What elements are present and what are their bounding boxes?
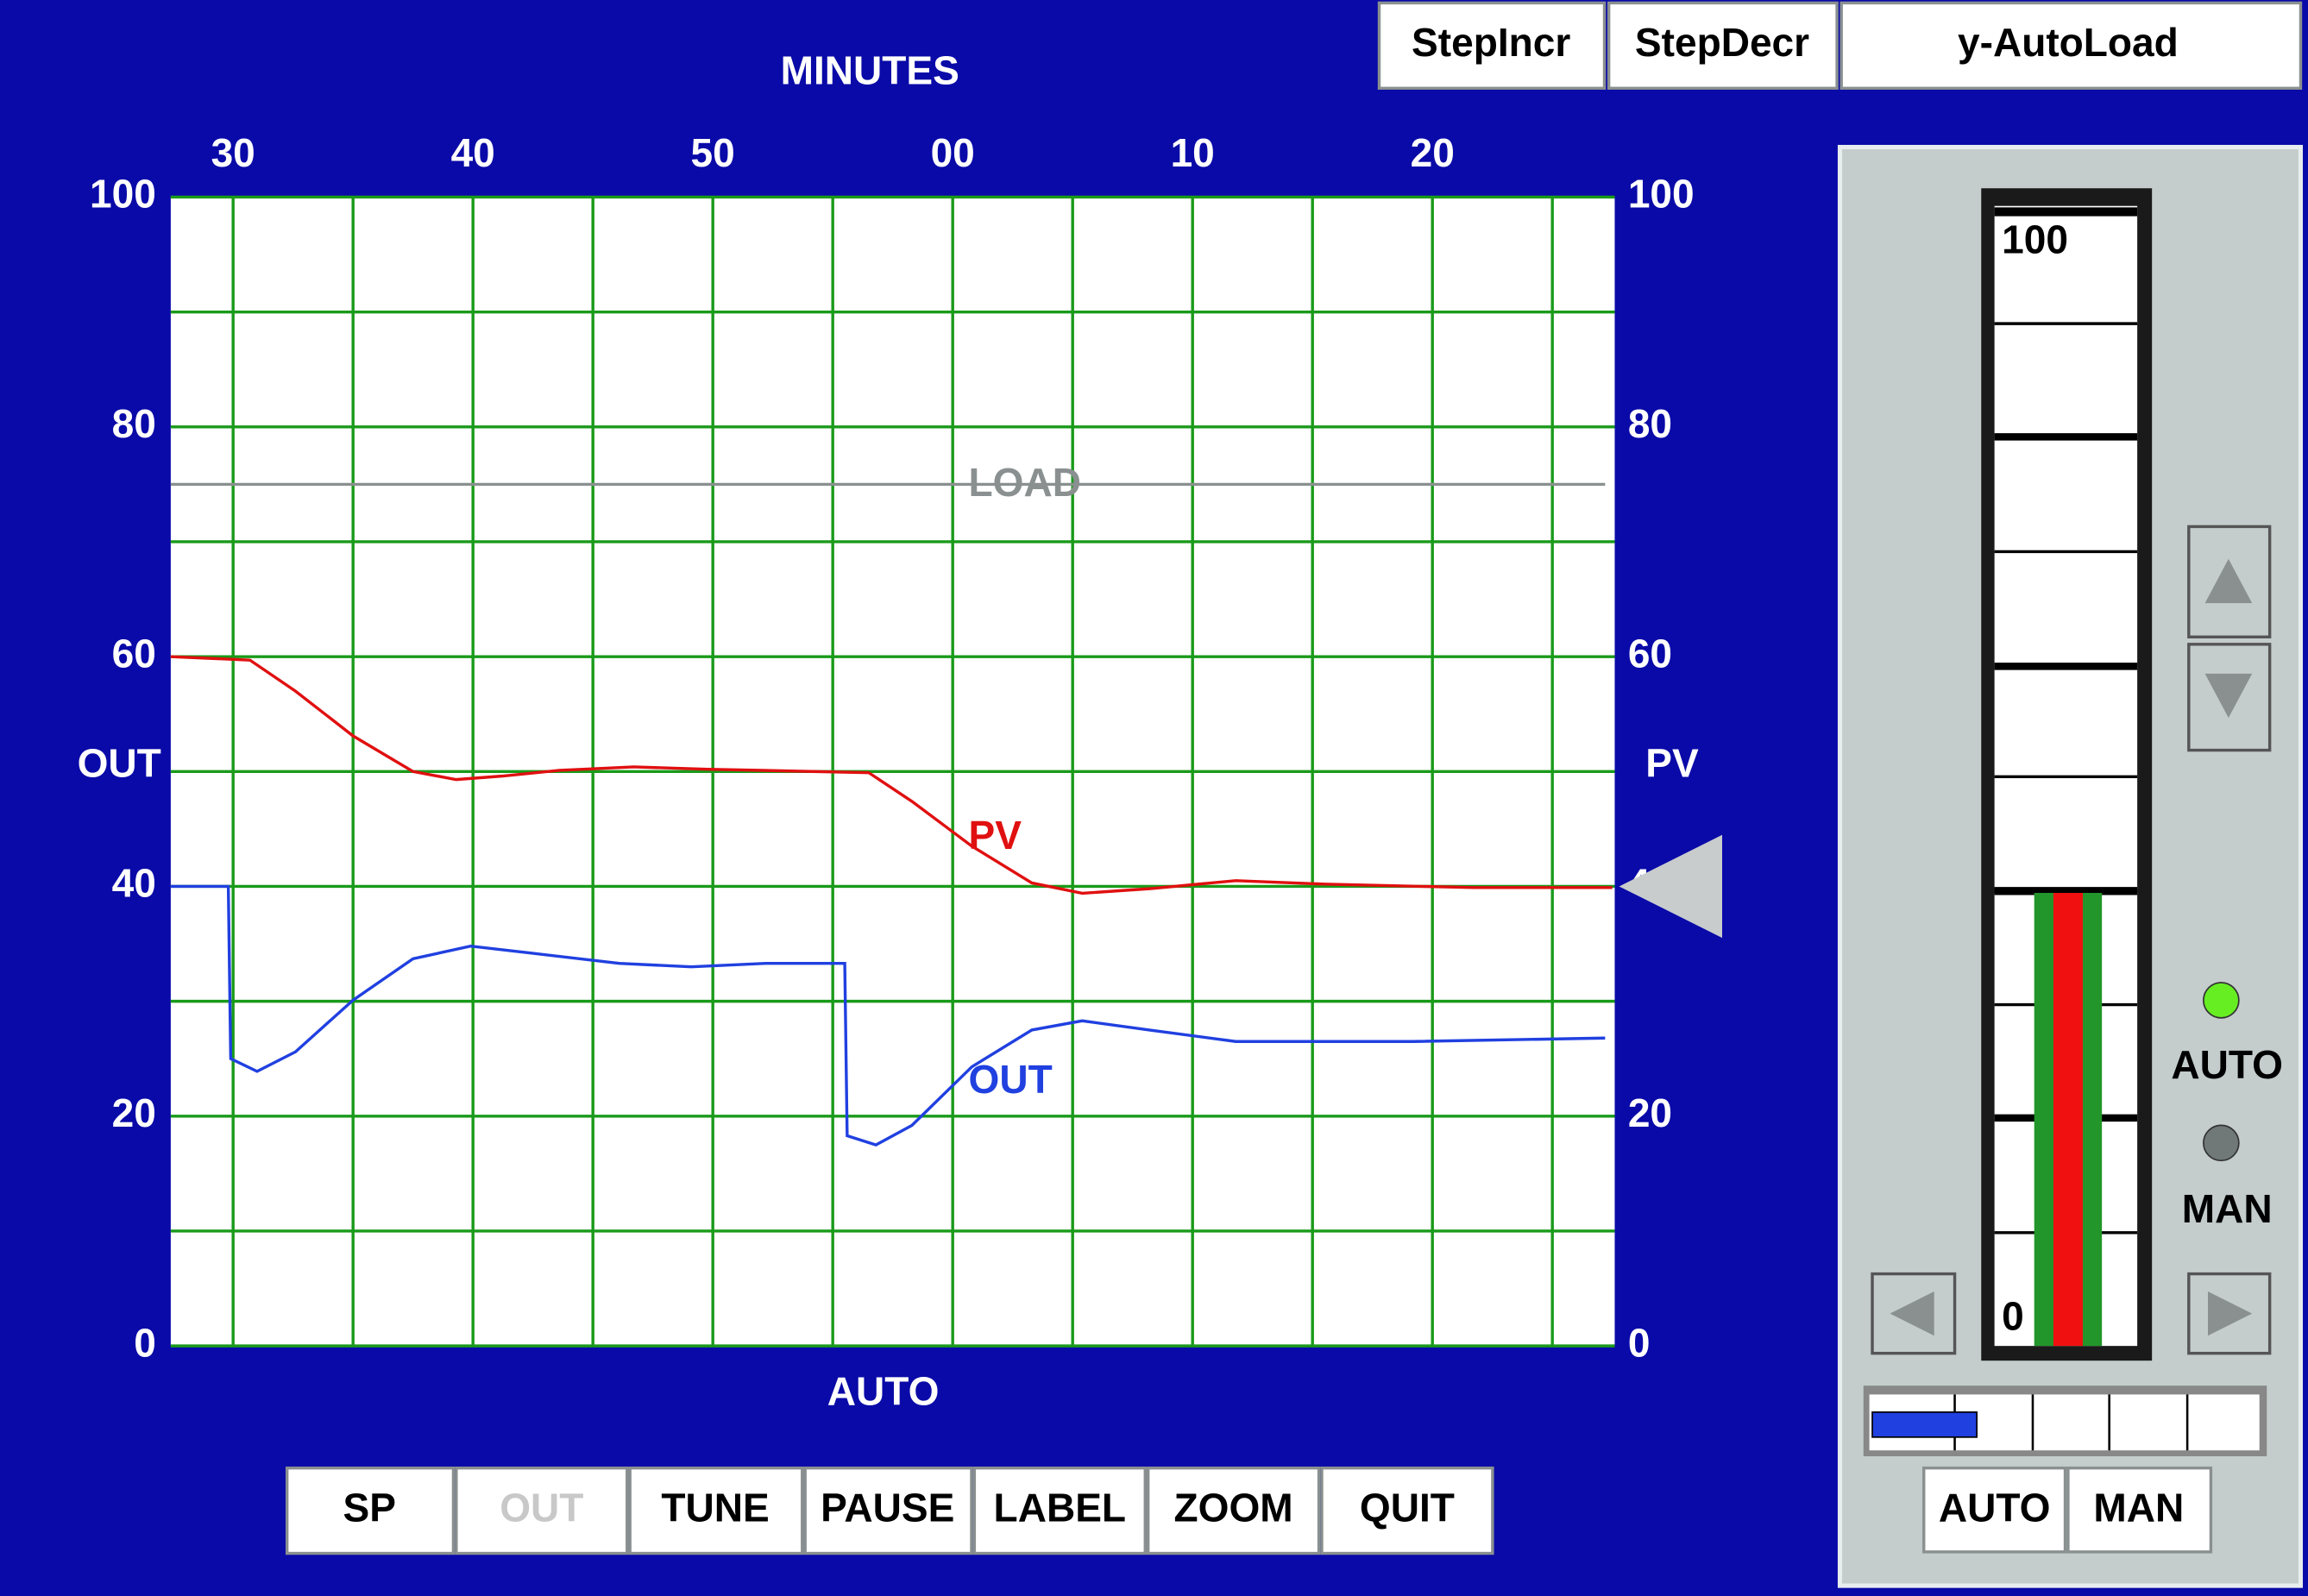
button-label: QUIT [1360, 1485, 1455, 1530]
button-label: PAUSE [821, 1485, 954, 1530]
quit-button[interactable] [1320, 1466, 1494, 1555]
man-led [2203, 1124, 2240, 1162]
y-tick-label: 40 [112, 861, 156, 906]
pause-button[interactable] [803, 1466, 973, 1555]
button-label: MAN [2093, 1485, 2184, 1530]
label-button[interactable] [972, 1466, 1147, 1555]
y-tick-label: 100 [90, 172, 156, 217]
y2-tick-label: 60 [1628, 631, 1672, 675]
series-label: OUT [969, 1057, 1053, 1102]
toolbar: StepIncr StepDecr y-AutoLoad [1377, 1, 2303, 91]
y-tick-label: 20 [112, 1090, 156, 1135]
y-tick-label: 60 [112, 631, 156, 675]
pv-gauge-bar [2053, 889, 2083, 1347]
bottom-buttons: SP OUT TUNE PAUSE LABEL ZOOM QUIT [285, 1466, 1494, 1555]
x-tick-label: 30 [211, 130, 255, 175]
x-tick-label: 00 [931, 130, 975, 175]
man-button[interactable] [2066, 1466, 2213, 1554]
button-label: AUTO [1939, 1485, 2051, 1530]
button-label: OUT [500, 1485, 583, 1530]
y2-tick-label: 20 [1628, 1090, 1672, 1135]
button-label: StepIncr [1412, 20, 1570, 65]
side-panel: 100 0 AUTO MAN AUTO MAN [1837, 144, 2304, 1588]
y2-tick-label: 100 [1628, 172, 1695, 217]
x-tick-label: 50 [691, 130, 735, 175]
arrow-icons [1890, 558, 2253, 1336]
sp-button[interactable] [285, 1466, 456, 1555]
mode-label: AUTO [827, 1369, 940, 1414]
series-label: PV [969, 813, 1022, 858]
auto-led [2203, 982, 2240, 1019]
gauge-max: 100 [2002, 217, 2068, 262]
man-indicator-label: MAN [2182, 1186, 2273, 1231]
button-label: SP [343, 1485, 395, 1530]
button-label: TUNE [661, 1485, 769, 1530]
y-axis-title: OUT [78, 741, 161, 786]
series-line [170, 655, 1613, 895]
y2-axis-title: PV [1645, 741, 1699, 786]
y-tick-label: 80 [112, 401, 156, 446]
zoom-button[interactable] [1146, 1466, 1321, 1555]
step-decr-button[interactable] [1607, 1, 1839, 91]
out-button[interactable] [455, 1466, 629, 1555]
series-line [170, 884, 1606, 1147]
button-label: StepDecr [1635, 20, 1809, 65]
setpoint-marker [1619, 834, 1723, 939]
tune-button[interactable] [628, 1466, 804, 1555]
step-incr-button[interactable] [1377, 1, 1607, 91]
x-tick-label: 10 [1171, 130, 1215, 175]
auto-button[interactable] [1922, 1466, 2067, 1554]
out-bar [1871, 1411, 1978, 1438]
y2-tick-label: 0 [1628, 1320, 1651, 1365]
auto-indicator-label: AUTO [2171, 1042, 2283, 1087]
y-tick-label: 0 [134, 1320, 156, 1365]
y2-tick-label: 80 [1628, 401, 1672, 446]
autoload-button[interactable] [1839, 1, 2303, 91]
gauge-min: 0 [2002, 1294, 2024, 1339]
button-label: ZOOM [1174, 1485, 1293, 1530]
x-tick-label: 40 [451, 130, 495, 175]
button-label: LABEL [994, 1485, 1126, 1530]
x-tick-label: 20 [1411, 130, 1455, 175]
series-label: LOAD [969, 460, 1081, 505]
button-label: y-AutoLoad [1958, 20, 2179, 65]
x-axis-title: MINUTES [781, 47, 959, 92]
